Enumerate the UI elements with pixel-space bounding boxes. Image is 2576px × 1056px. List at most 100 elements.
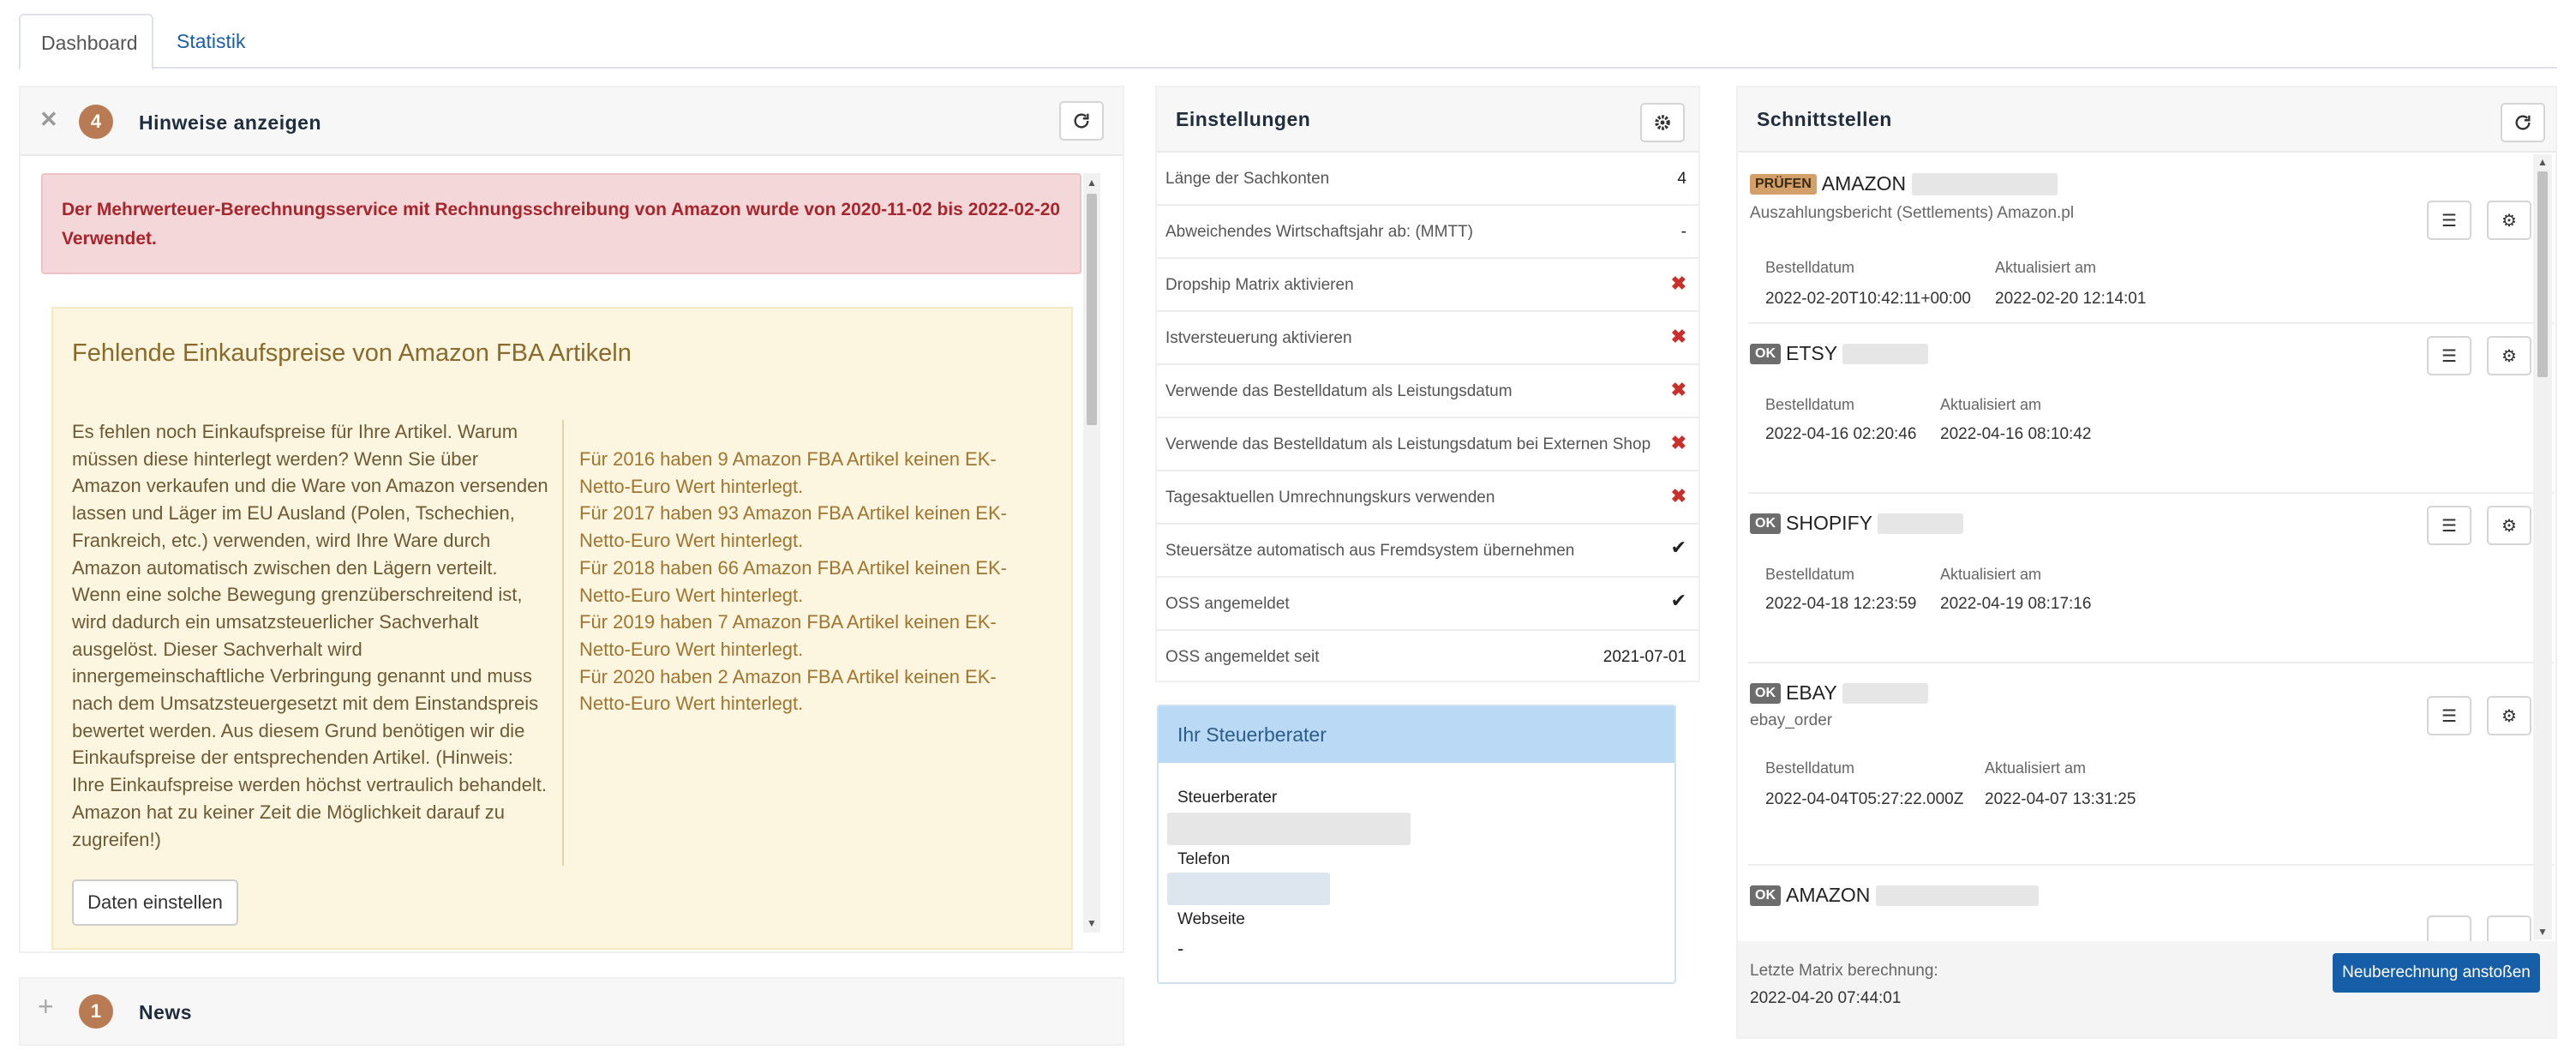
refresh-interfaces-button[interactable]	[2501, 103, 2545, 142]
warning-explanation: Es fehlen noch Einkaufspreise für Ihre A…	[72, 421, 548, 850]
interface-item: OK SHOPIFY Bestelldatum Aktualisiert am 2…	[1748, 494, 2554, 663]
setting-label: Steuersätze automatisch aus Fremdsystem …	[1165, 542, 1575, 560]
tab-statistik[interactable]: Statistik	[177, 30, 246, 52]
hints-scrollbar[interactable]: ▲ ▼	[1083, 173, 1100, 933]
setting-value: -	[1680, 223, 1686, 241]
setting-label: OSS angemeldet	[1165, 595, 1290, 613]
scroll-up-icon[interactable]: ▲	[1087, 177, 1097, 189]
scroll-up-icon[interactable]: ▲	[2537, 156, 2548, 168]
ordered-label: Bestelldatum	[1765, 759, 1855, 777]
gear-icon	[1655, 115, 1670, 130]
updated-label: Aktualisiert am	[1985, 759, 2087, 777]
website-value[interactable]: -	[1177, 938, 1184, 959]
interface-settings-button[interactable]: ⚙	[2487, 696, 2531, 735]
status-badge: OK	[1750, 513, 1781, 534]
setting-label: Länge der Sachkonten	[1165, 170, 1330, 188]
gear-icon: ⚙	[2501, 211, 2517, 231]
disabled-x-icon: ✖	[1670, 326, 1686, 347]
disabled-x-icon: ✖	[1670, 485, 1686, 507]
setting-row: OSS angemeldet ✔	[1157, 578, 1698, 631]
settings-panel: Einstellungen Länge der Sachkonten 4 Abw…	[1155, 86, 1700, 682]
matrix-footer: Letzte Matrix berechnung: 2022-04-20 07:…	[1738, 941, 2555, 1037]
interface-settings-button[interactable]: ⚙	[2487, 506, 2531, 545]
setting-label: OSS angemeldet seit	[1165, 648, 1320, 666]
interface-name: OK SHOPIFY	[1750, 511, 1964, 535]
news-title[interactable]: News	[139, 1001, 193, 1023]
setting-row: Abweichendes Wirtschaftsjahr ab: (MMTT) …	[1157, 206, 1698, 259]
setting-row: Tagesaktuellen Umrechnungskurs verwenden…	[1157, 471, 1698, 525]
interface-list-button[interactable]	[2427, 915, 2471, 941]
refresh-icon	[2515, 115, 2531, 130]
advisor-name-redacted	[1167, 813, 1411, 845]
interface-title: EBAY	[1786, 681, 1837, 705]
gear-icon: ⚙	[2501, 346, 2517, 366]
status-badge: OK	[1750, 885, 1781, 906]
check-icon: ✔	[1670, 537, 1686, 558]
vat-service-alert: Der Mehrwerteuer-Berechnungsservice mit …	[41, 173, 1081, 274]
interface-settings-button[interactable]	[2487, 915, 2531, 941]
status-badge: OK	[1750, 343, 1781, 364]
matrix-label: Letzte Matrix berechnung:	[1750, 962, 1938, 980]
set-data-button[interactable]: Daten einstellen	[72, 879, 238, 926]
interfaces-title: Schnittstellen	[1757, 108, 1892, 130]
list-icon: ☰	[2441, 516, 2457, 536]
account-redacted	[1875, 885, 2039, 906]
divider	[562, 420, 564, 866]
year-summary-item: Für 2018 haben 66 Amazon FBA Artikel kei…	[579, 556, 1007, 606]
hints-title[interactable]: Hinweise anzeigen	[139, 111, 322, 134]
year-summary-item: Für 2017 haben 93 Amazon FBA Artikel kei…	[579, 502, 1007, 552]
interface-item: OK ETSY Bestelldatum Aktualisiert am 2022…	[1748, 324, 2554, 494]
interface-item: OK EBAY ebay_order Bestelldatum Aktualisi…	[1748, 663, 2554, 866]
recalculate-button[interactable]: Neuberechnung anstoßen	[2333, 953, 2540, 993]
interface-list-button[interactable]: ☰	[2427, 201, 2471, 240]
setting-label: Dropship Matrix aktivieren	[1165, 276, 1354, 294]
tab-bar: Dashboard Statistik	[19, 14, 2557, 70]
collapse-icon[interactable]: ✕	[39, 106, 58, 132]
setting-row: Istversteuerung aktivieren ✖	[1157, 312, 1698, 365]
tab-dashboard[interactable]: Dashboard	[19, 14, 153, 70]
refresh-hints-button[interactable]	[1059, 101, 1104, 141]
setting-row: Verwende das Bestelldatum als Leistungsd…	[1157, 365, 1698, 418]
setting-row: Steuersätze automatisch aus Fremdsystem …	[1157, 525, 1698, 578]
setting-row: Verwende das Bestelldatum als Leistungsd…	[1157, 418, 1698, 471]
news-count-badge: 1	[79, 994, 113, 1029]
hints-panel: ✕ 4 Hinweise anzeigen Der Mehrwerteuer-B…	[19, 86, 1124, 953]
year-summary-item: Für 2020 haben 2 Amazon FBA Artikel kein…	[579, 665, 997, 715]
interfaces-panel-header: Schnittstellen	[1738, 87, 2555, 153]
interface-subtitle: Auszahlungsbericht (Settlements) Amazon.…	[1750, 204, 2075, 222]
account-redacted	[1911, 172, 2058, 195]
interface-title: SHOPIFY	[1786, 512, 1872, 535]
setting-row: Dropship Matrix aktivieren ✖	[1157, 259, 1698, 312]
interface-name: OK AMAZON	[1750, 883, 2039, 907]
advisor-label: Steuerberater	[1177, 789, 1278, 807]
updated-value: 2022-04-19 08:17:16	[1940, 595, 2092, 613]
warning-title: Fehlende Einkaufspreise von Amazon FBA A…	[72, 339, 632, 367]
interfaces-scrollbar[interactable]: ▲ ▼	[2533, 154, 2552, 939]
website-label: Webseite	[1177, 910, 1245, 928]
ordered-value: 2022-02-20T10:42:11+00:00	[1765, 290, 1971, 308]
scroll-down-icon[interactable]: ▼	[2537, 926, 2548, 938]
updated-label: Aktualisiert am	[1940, 566, 2042, 583]
interface-item: OK AMAZON	[1748, 866, 2554, 941]
interface-list-button[interactable]: ☰	[2427, 506, 2471, 545]
ordered-label: Bestelldatum	[1765, 259, 1855, 276]
setting-row: Länge der Sachkonten 4	[1157, 153, 1698, 206]
interface-settings-button[interactable]: ⚙	[2487, 201, 2531, 240]
hints-scrollbar-thumb[interactable]	[1087, 194, 1097, 425]
interface-list-button[interactable]: ☰	[2427, 696, 2471, 735]
interface-name: OK ETSY	[1750, 341, 1929, 365]
updated-value: 2022-02-20 12:14:01	[1995, 290, 2147, 308]
interface-title: ETSY	[1786, 342, 1838, 365]
interface-settings-button[interactable]: ⚙	[2487, 336, 2531, 375]
settings-button[interactable]	[1640, 103, 1685, 142]
interfaces-scrollbar-thumb[interactable]	[2537, 171, 2548, 377]
year-summary-item: Für 2019 haben 7 Amazon FBA Artikel kein…	[579, 611, 997, 660]
interface-list-button[interactable]: ☰	[2427, 336, 2471, 375]
status-badge: PRÜFEN	[1750, 173, 1817, 195]
scroll-down-icon[interactable]: ▼	[1087, 917, 1097, 929]
expand-icon[interactable]: +	[38, 991, 54, 1022]
phone-redacted	[1167, 873, 1330, 905]
matrix-date: 2022-04-20 07:44:01	[1750, 989, 1902, 1007]
list-icon: ☰	[2441, 706, 2457, 726]
updated-value: 2022-04-16 08:10:42	[1940, 425, 2092, 443]
